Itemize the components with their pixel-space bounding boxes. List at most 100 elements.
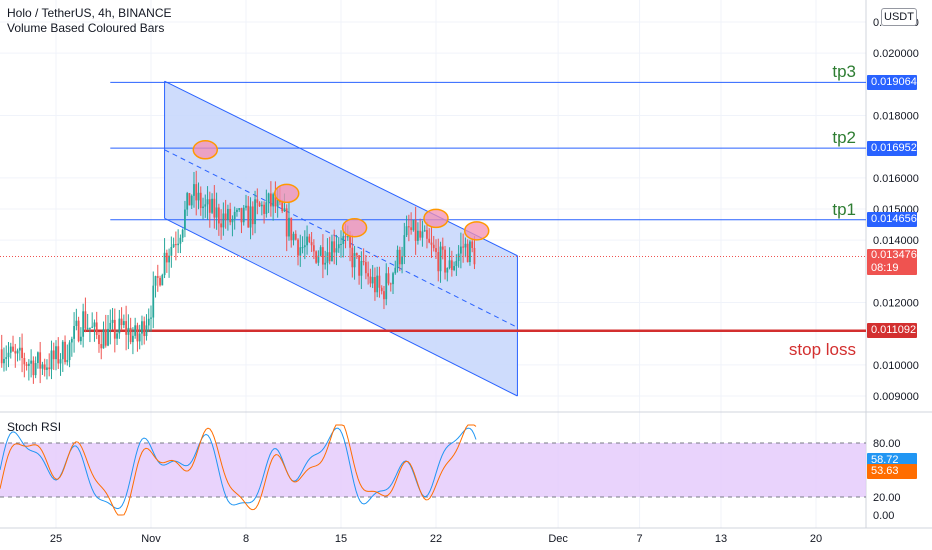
candle-body — [156, 276, 159, 278]
candle-body — [25, 364, 28, 366]
candle-body — [5, 357, 8, 359]
candle-body — [333, 241, 336, 253]
candle-body — [66, 360, 69, 363]
candle-body — [414, 220, 417, 241]
candle-body — [163, 252, 166, 276]
candle-body — [265, 202, 268, 214]
candle-body — [423, 230, 426, 232]
time-tick-label: Dec — [548, 533, 568, 545]
time-tick-label: 20 — [810, 533, 822, 545]
indicator-title: Volume Based Coloured Bars — [7, 21, 165, 35]
candle-body — [342, 236, 345, 244]
candle-body — [168, 255, 170, 263]
candle-body — [385, 273, 388, 300]
candle-body — [464, 243, 467, 248]
candle-body — [319, 247, 322, 256]
candle-body — [292, 233, 295, 241]
candle-body — [84, 311, 87, 329]
candle-body — [217, 207, 220, 224]
candle-body — [419, 230, 422, 238]
level-price-tag: 0.014656 — [867, 212, 917, 228]
time-tick-label: Nov — [141, 533, 161, 545]
candle-body — [308, 236, 311, 243]
channel-upper[interactable] — [164, 80, 518, 257]
candle-body — [317, 255, 320, 263]
candle-body — [120, 318, 123, 326]
channel-lower[interactable] — [164, 217, 518, 397]
candle-body — [412, 220, 415, 231]
candle-body — [242, 207, 245, 223]
candle-body — [380, 287, 383, 292]
candle-body — [186, 193, 189, 210]
candle-body — [190, 195, 193, 206]
candle-body — [220, 223, 223, 228]
candle-body — [172, 244, 175, 248]
candle-body — [177, 243, 180, 246]
symbol-title: Holo / TetherUS, 4h, BINANCE — [7, 6, 172, 20]
level-label: tp1 — [832, 199, 856, 219]
candle-body — [258, 202, 261, 207]
time-tick-label: 25 — [50, 533, 62, 545]
time-tick-label: 22 — [430, 533, 442, 545]
candle-body — [202, 206, 204, 209]
candle-body — [457, 253, 460, 261]
candle-body — [152, 285, 155, 318]
currency-button[interactable]: USDT — [881, 8, 917, 26]
stoch-value-tag: 53.63 — [867, 463, 917, 479]
candle-body — [41, 364, 44, 369]
candle-body — [147, 318, 150, 326]
candle-body — [299, 247, 302, 256]
level-label: tp2 — [832, 128, 856, 148]
time-tick-label: 13 — [715, 533, 727, 545]
candle-body — [301, 247, 304, 249]
candle-body — [401, 256, 403, 265]
candle-body — [410, 227, 413, 231]
level-price-tag: 0.016952 — [867, 140, 917, 156]
candle-body — [170, 247, 173, 256]
candle-body — [227, 208, 229, 220]
candle-body — [50, 350, 53, 370]
candle-body — [437, 252, 440, 272]
candle-body — [39, 352, 42, 369]
candle-body — [272, 194, 275, 207]
candle-body — [358, 255, 360, 276]
candle-body — [326, 252, 329, 263]
price-tick-label: 0.010000 — [873, 360, 919, 372]
bar-countdown: 08:19 — [871, 262, 899, 275]
candle-body — [263, 204, 265, 214]
candle-body — [435, 248, 437, 253]
candle-body — [371, 277, 374, 284]
candle-body — [421, 231, 424, 238]
candle-body — [79, 336, 82, 342]
candle-body — [260, 204, 263, 207]
candle-body — [331, 241, 333, 262]
stoch-rsi-panel: 80.00 20.00 0.00 — [0, 424, 901, 522]
candle-body — [269, 193, 272, 207]
candle-body — [21, 347, 23, 358]
candle-body — [417, 230, 419, 241]
stoch-k-line — [0, 427, 477, 510]
candle-body — [48, 367, 51, 370]
candle-body — [195, 184, 198, 201]
candle-body — [86, 327, 89, 329]
time-axis[interactable]: 25 Nov 8 15 22 Dec 7 13 20 — [50, 533, 822, 545]
candle-body — [12, 346, 14, 352]
candle-body — [337, 244, 340, 249]
candle-body — [64, 341, 66, 363]
candle-body — [340, 243, 342, 245]
candle-body — [267, 193, 270, 203]
candle-body — [448, 260, 451, 269]
candle-body — [55, 346, 57, 360]
candle-body — [102, 329, 105, 349]
candle-body — [369, 276, 372, 284]
candle-body — [471, 241, 474, 248]
candle-body — [238, 208, 241, 210]
candle-body — [446, 268, 449, 273]
last-price-value: 0.013476 — [871, 249, 917, 262]
candle-body — [297, 239, 299, 256]
candle-body — [407, 226, 410, 228]
candle-body — [93, 322, 96, 327]
marked-high — [423, 208, 449, 229]
price-levels[interactable] — [83, 81, 866, 333]
